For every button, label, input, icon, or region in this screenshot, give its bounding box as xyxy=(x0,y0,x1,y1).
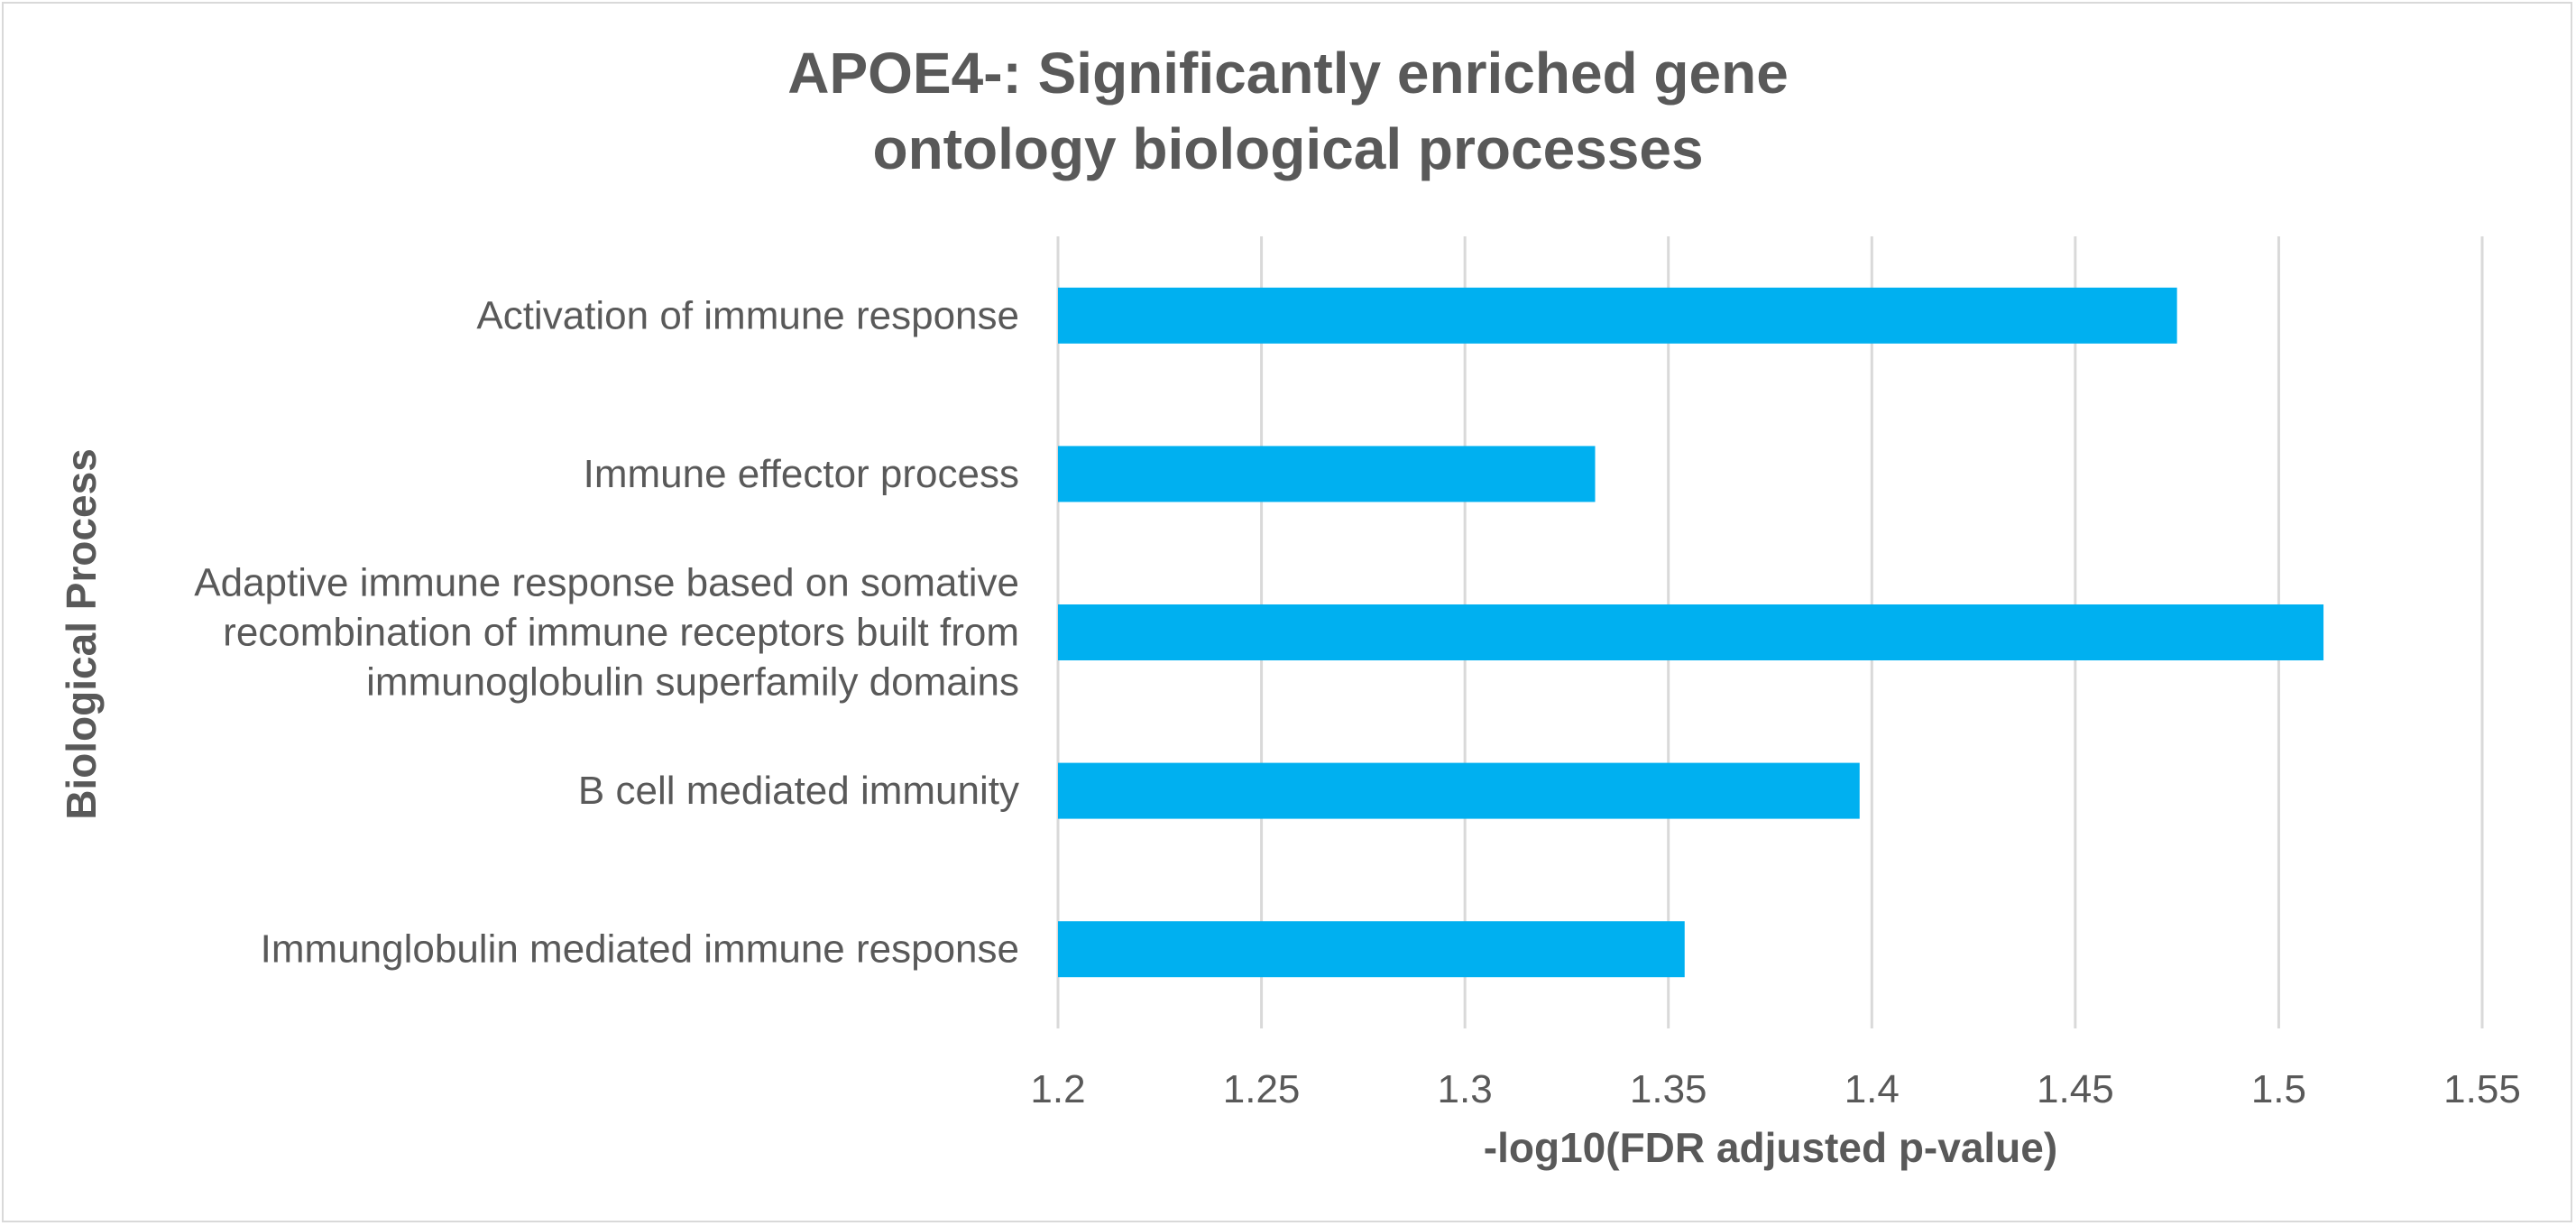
x-axis-title: -log10(FDR adjusted p-value) xyxy=(1484,1124,2057,1171)
y-axis-title: Biological Process xyxy=(58,448,105,820)
x-tick-label: 1.45 xyxy=(2037,1067,2114,1111)
x-tick-label: 1.25 xyxy=(1223,1067,1301,1111)
category-label: Adaptive immune response based on somati… xyxy=(194,561,1019,605)
chart-title-line-2: ontology biological processes xyxy=(872,116,1703,181)
bar xyxy=(1058,762,1860,819)
x-tick-label: 1.55 xyxy=(2443,1067,2521,1111)
category-label: immunoglobulin superfamily domains xyxy=(366,660,1019,705)
bars xyxy=(1058,287,2324,978)
x-tick-label: 1.35 xyxy=(1630,1067,1707,1111)
chart-title-line-1: APOE4-: Significantly enriched gene xyxy=(787,41,1789,106)
bar xyxy=(1058,287,2177,344)
x-tick-label: 1.5 xyxy=(2251,1067,2306,1111)
category-label: recombination of immune receptors built … xyxy=(223,611,1019,655)
category-label: B cell mediated immunity xyxy=(578,769,1019,813)
category-label: Immune effector process xyxy=(584,452,1019,496)
x-tick-label: 1.3 xyxy=(1438,1067,1493,1111)
category-label: Immunglobulin mediated immune response xyxy=(261,927,1019,972)
category-label: Activation of immune response xyxy=(476,293,1019,337)
x-tick-label: 1.2 xyxy=(1030,1067,1085,1111)
category-labels: Activation of immune response Immune effe… xyxy=(194,293,1019,971)
x-tick-label: 1.4 xyxy=(1845,1067,1900,1111)
chart-title: APOE4-: Significantly enriched gene ontol… xyxy=(787,41,1789,181)
bar xyxy=(1058,446,1596,502)
x-tick-labels: 1.2 1.25 1.3 1.35 1.4 1.45 1.5 1.55 xyxy=(1030,1067,2520,1111)
bar xyxy=(1058,604,2324,660)
bar xyxy=(1058,921,1685,978)
